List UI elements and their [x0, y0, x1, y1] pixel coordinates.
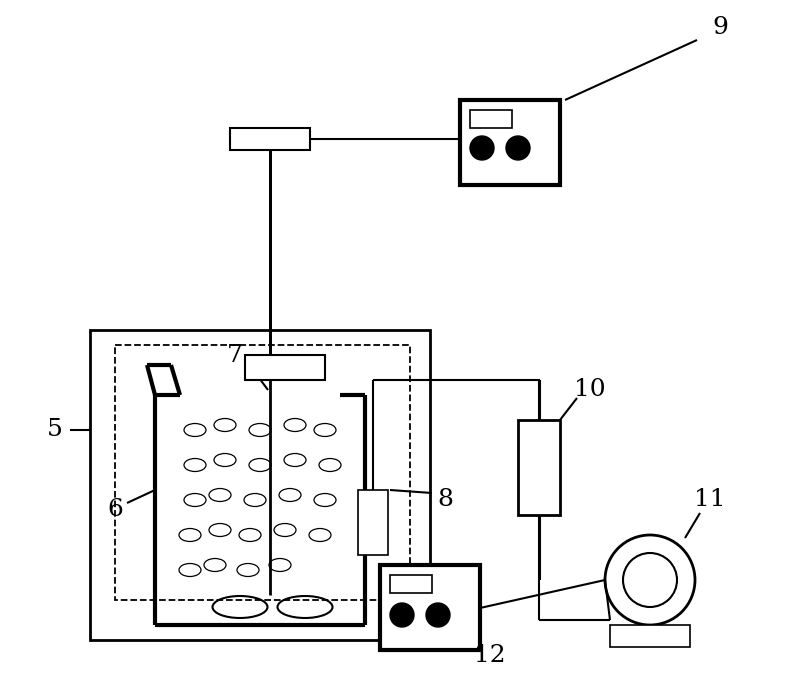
Bar [245, 355, 325, 380]
Text: 6: 6 [107, 498, 123, 521]
Bar [115, 345, 410, 600]
Bar [380, 565, 480, 650]
Circle shape [506, 136, 530, 160]
Text: 11: 11 [694, 489, 726, 512]
Bar [358, 490, 388, 555]
Circle shape [470, 136, 494, 160]
Bar [518, 420, 560, 515]
Text: 12: 12 [474, 644, 506, 667]
Bar [470, 110, 512, 128]
Circle shape [426, 603, 450, 627]
Text: 7: 7 [227, 343, 243, 366]
Text: 9: 9 [712, 17, 728, 40]
Text: 5: 5 [47, 419, 63, 442]
Bar [230, 128, 310, 150]
Bar [90, 330, 430, 640]
Bar [610, 625, 690, 647]
Bar [390, 575, 432, 593]
Text: 8: 8 [437, 489, 453, 512]
Bar [460, 100, 560, 185]
Text: 10: 10 [574, 378, 606, 401]
Circle shape [390, 603, 414, 627]
